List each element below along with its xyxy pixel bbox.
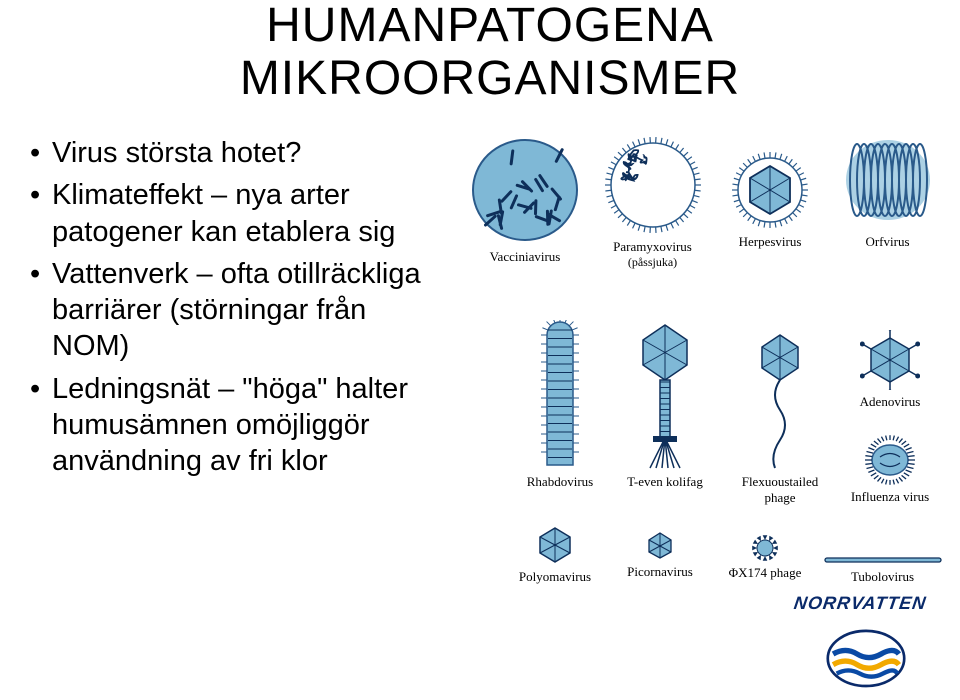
bullet-item: Vattenverk – ofta otillräckliga barriäre… bbox=[30, 256, 450, 365]
slide-title: HUMANPATOGENA MIKROORGANISMER bbox=[140, 0, 840, 106]
virus-ox174: ΦX174 phage bbox=[725, 535, 805, 581]
virus-label: T-even kolifag bbox=[625, 474, 705, 490]
logo-waves-icon bbox=[826, 628, 906, 688]
virus-vacciniavirus: Vacciniavirus bbox=[465, 135, 585, 265]
virus-sublabel: (påssjuka) bbox=[600, 255, 705, 270]
virus-herpesvirus: Herpesvirus bbox=[725, 150, 815, 250]
logo-text: NORRVATTEN bbox=[793, 593, 928, 614]
virus-label: Tubolovirus bbox=[820, 569, 945, 585]
virus-paramyxovirus: Paramyxovirus(påssjuka) bbox=[600, 135, 705, 270]
virus-label: Flexuoustailed phage bbox=[735, 474, 825, 505]
virus-label: Adenovirus bbox=[850, 394, 930, 410]
virus-rhabdovirus: Rhabdovirus bbox=[520, 320, 600, 490]
virus-diagram: Vacciniavirus Paramyxovirus(påssjuka) Herp… bbox=[455, 125, 945, 625]
norrvatten-logo: NORRVATTEN bbox=[786, 593, 936, 688]
bullet-item: Ledningsnät – "höga" halter humusämnen o… bbox=[30, 371, 450, 480]
bullet-item: Virus största hotet? bbox=[30, 135, 450, 171]
virus-teven: T-even kolifag bbox=[625, 320, 705, 490]
virus-picorna: Picornavirus bbox=[620, 530, 700, 580]
virus-label: Picornavirus bbox=[620, 564, 700, 580]
virus-label: Vacciniavirus bbox=[465, 249, 585, 265]
virus-polyoma: Polyomavirus bbox=[515, 525, 595, 585]
virus-tubolo: Tubolovirus bbox=[820, 555, 945, 585]
virus-influenza: Influenza virus bbox=[845, 435, 935, 505]
virus-flexuous: Flexuoustailed phage bbox=[735, 330, 825, 505]
virus-label: Herpesvirus bbox=[725, 234, 815, 250]
virus-adenovirus: Adenovirus bbox=[850, 330, 930, 410]
virus-label: Orfvirus bbox=[840, 234, 935, 250]
bullet-list: Virus största hotet? Klimateffekt – nya … bbox=[30, 135, 450, 485]
slide: HUMANPATOGENA MIKROORGANISMER Virus stör… bbox=[0, 0, 960, 700]
virus-label: Influenza virus bbox=[845, 489, 935, 505]
virus-label: Paramyxovirus bbox=[600, 239, 705, 255]
virus-orfvirus: Orfvirus bbox=[840, 135, 935, 250]
virus-label: Rhabdovirus bbox=[520, 474, 600, 490]
virus-label: Polyomavirus bbox=[515, 569, 595, 585]
virus-label: ΦX174 phage bbox=[725, 565, 805, 581]
bullet-item: Klimateffekt – nya arter patogener kan e… bbox=[30, 177, 450, 250]
